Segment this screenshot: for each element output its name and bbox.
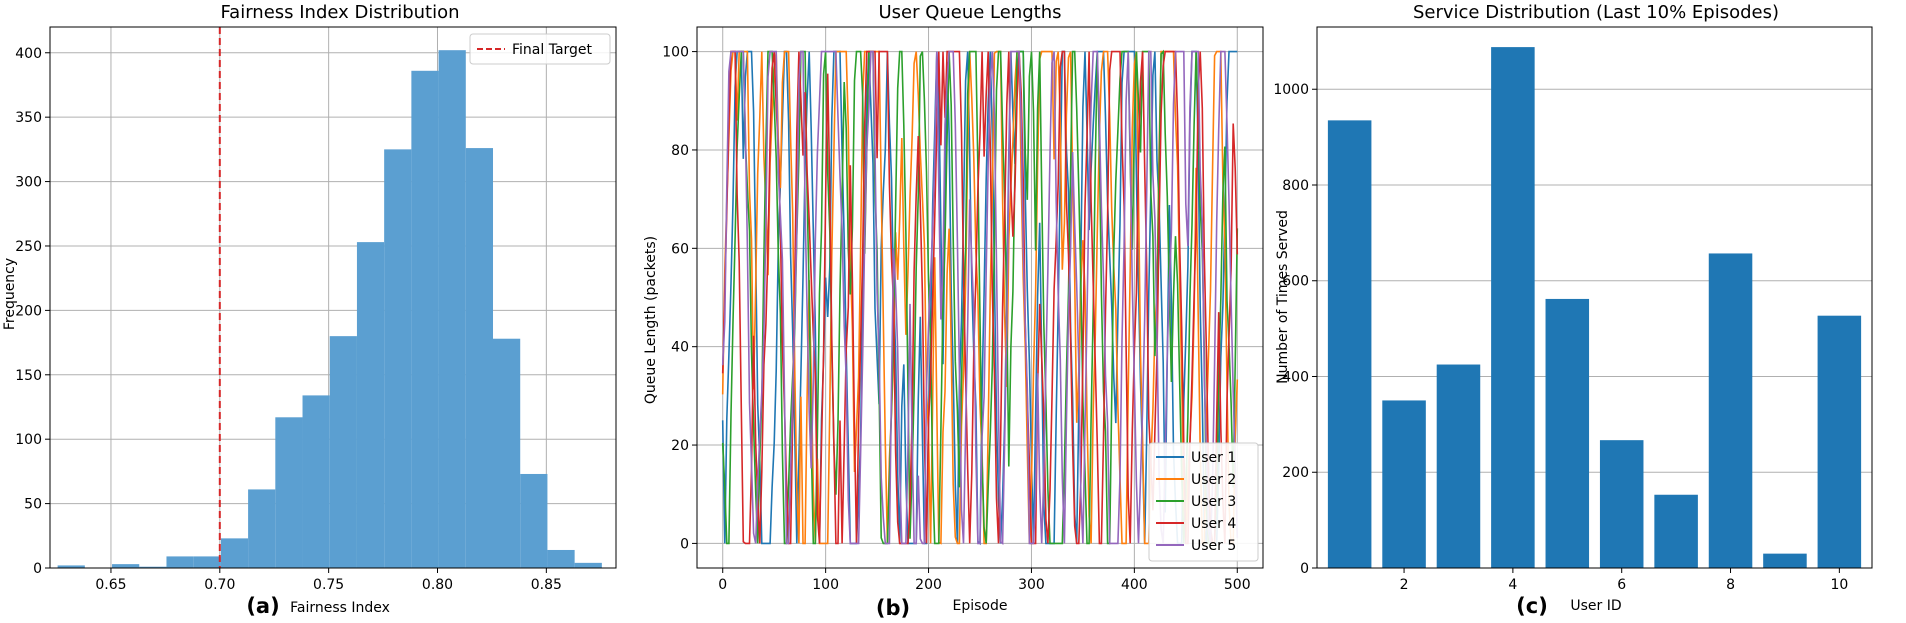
service-bar: [1654, 494, 1698, 568]
chart-b-title: User Queue Lengths: [878, 2, 1061, 23]
y-tick-label: 250: [15, 239, 42, 255]
histogram-bar: [275, 417, 303, 568]
service-bar: [1382, 400, 1426, 568]
histogram-bar: [220, 538, 249, 568]
legend-label: User 2: [1191, 472, 1236, 488]
y-tick-label: 100: [662, 45, 689, 61]
x-tick-label: 500: [1224, 577, 1251, 593]
service-bar: [1436, 364, 1481, 568]
y-tick-label: 350: [15, 110, 42, 126]
y-tick-label: 50: [24, 497, 42, 513]
service-bar: [1763, 553, 1807, 568]
y-tick-label: 80: [671, 143, 689, 159]
y-tick-label: 0: [1300, 561, 1309, 577]
histogram-bar: [112, 564, 140, 568]
queue-series-line: [721, 50, 1239, 545]
y-tick-label: 0: [33, 561, 42, 577]
histogram-bar: [329, 336, 357, 568]
queue-series-line: [721, 49, 1239, 545]
chart-c-title: Service Distribution (Last 10% Episodes): [1413, 2, 1779, 23]
x-tick-label: 4: [1508, 577, 1517, 593]
y-tick-label: 400: [15, 46, 42, 62]
y-tick-label: 200: [15, 303, 42, 319]
x-tick-label: 0: [718, 577, 727, 593]
x-tick-label: 400: [1121, 577, 1148, 593]
x-tick-label: 0.75: [313, 577, 344, 593]
y-tick-label: 600: [1282, 274, 1309, 290]
legend-label: User 3: [1191, 494, 1236, 510]
y-tick-label: 1000: [1273, 82, 1309, 98]
chart-a-xlabel: Fairness Index: [290, 600, 390, 616]
chart-c-frame: [1316, 26, 1873, 569]
y-tick-label: 800: [1282, 178, 1309, 194]
histogram-bar: [302, 395, 330, 568]
histogram-bar: [139, 566, 167, 568]
histogram-bar: [57, 565, 85, 568]
y-tick-label: 150: [15, 368, 42, 384]
y-tick-label: 300: [15, 175, 42, 191]
chart-b-xlabel: Episode: [953, 598, 1008, 614]
service-bar: [1491, 47, 1535, 568]
y-tick-label: 40: [671, 340, 689, 356]
legend-label: User 5: [1191, 538, 1236, 554]
legend-label: User 1: [1191, 450, 1236, 466]
chart-a-title: Fairness Index Distribution: [220, 2, 459, 23]
service-bar: [1545, 298, 1590, 568]
histogram-bar: [356, 242, 385, 568]
chart-a-frame: [49, 26, 617, 569]
x-tick-label: 2: [1400, 577, 1409, 593]
panel-label-a: (a): [246, 594, 279, 618]
histogram-bar: [574, 562, 602, 568]
histogram-bar: [547, 549, 575, 568]
x-tick-label: 0.70: [204, 577, 235, 593]
histogram-bar: [465, 148, 494, 569]
chart-b-frame: [696, 26, 1264, 569]
x-tick-label: 300: [1018, 577, 1045, 593]
chart-b-legend: User 1 User 2 User 3 User 4 User 5: [1148, 442, 1259, 562]
panel-label-b: (b): [876, 596, 910, 620]
y-tick-label: 400: [1282, 369, 1309, 385]
panel-label-c: (c): [1516, 594, 1548, 618]
x-tick-label: 200: [915, 577, 942, 593]
chart-a-legend: Final Target: [469, 33, 611, 65]
chart-b-ylabel: Queue Length (packets): [643, 236, 659, 404]
y-tick-label: 200: [1282, 465, 1309, 481]
legend-target-label: Final Target: [512, 42, 593, 58]
histogram-bar: [411, 70, 439, 569]
histogram-bar: [493, 338, 521, 568]
service-distribution-chart: Service Distribution (Last 10% Episodes)…: [1273, 2, 1873, 618]
histogram-bar: [193, 556, 221, 568]
histogram-bar: [520, 473, 548, 568]
x-tick-label: 0.85: [531, 577, 562, 593]
legend-label: User 4: [1191, 516, 1236, 532]
x-tick-label: 10: [1830, 577, 1848, 593]
y-tick-label: 0: [680, 536, 689, 552]
fairness-histogram-chart: Fairness Index Distribution Fairness Ind…: [2, 2, 617, 618]
chart-a-ylabel: Frequency: [2, 258, 18, 330]
x-tick-label: 8: [1726, 577, 1735, 593]
y-tick-label: 60: [671, 241, 689, 257]
histogram-bar: [248, 489, 276, 568]
x-tick-label: 0.65: [95, 577, 126, 593]
service-bar: [1327, 120, 1372, 569]
service-bar: [1599, 440, 1644, 568]
x-tick-label: 100: [812, 577, 839, 593]
x-tick-label: 0.80: [422, 577, 453, 593]
histogram-bar: [438, 50, 466, 568]
x-tick-label: 6: [1617, 577, 1626, 593]
y-tick-label: 100: [15, 432, 42, 448]
service-bar: [1817, 315, 1862, 568]
histogram-bar: [384, 149, 412, 568]
y-tick-label: 20: [671, 438, 689, 454]
service-bar: [1708, 253, 1753, 568]
queue-lengths-chart: User Queue Lengths Episode Queue Length …: [643, 2, 1264, 620]
chart-c-xlabel: User ID: [1570, 598, 1621, 614]
chart-c-ylabel: Number of Times Served: [1275, 210, 1291, 384]
histogram-bar: [166, 556, 194, 568]
